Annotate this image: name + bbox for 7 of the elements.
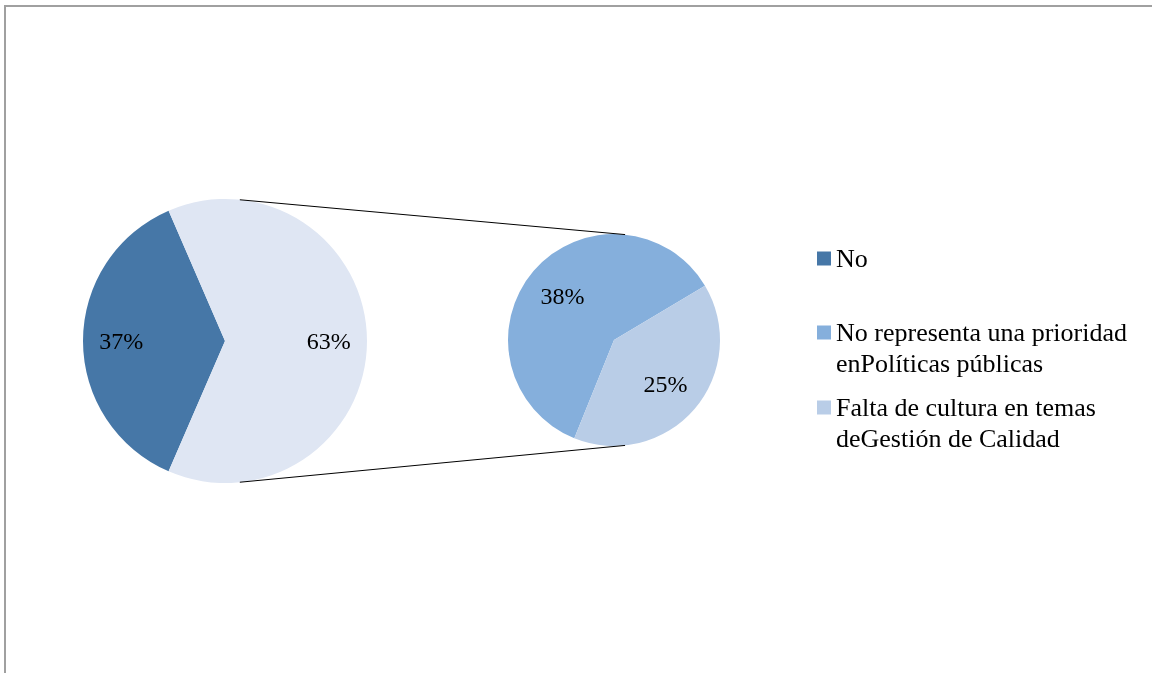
- legend-label: No: [836, 244, 868, 273]
- data-label: 38%: [540, 282, 585, 309]
- data-label: 37%: [99, 328, 144, 354]
- legend-label: Falta de cultura en temas deGestión de Calidad: [836, 393, 1103, 453]
- legend-label: No representa una prioridad enPolíticas públicas: [836, 318, 1134, 378]
- data-label: 25%: [643, 371, 688, 398]
- data-label: 63%: [306, 328, 351, 354]
